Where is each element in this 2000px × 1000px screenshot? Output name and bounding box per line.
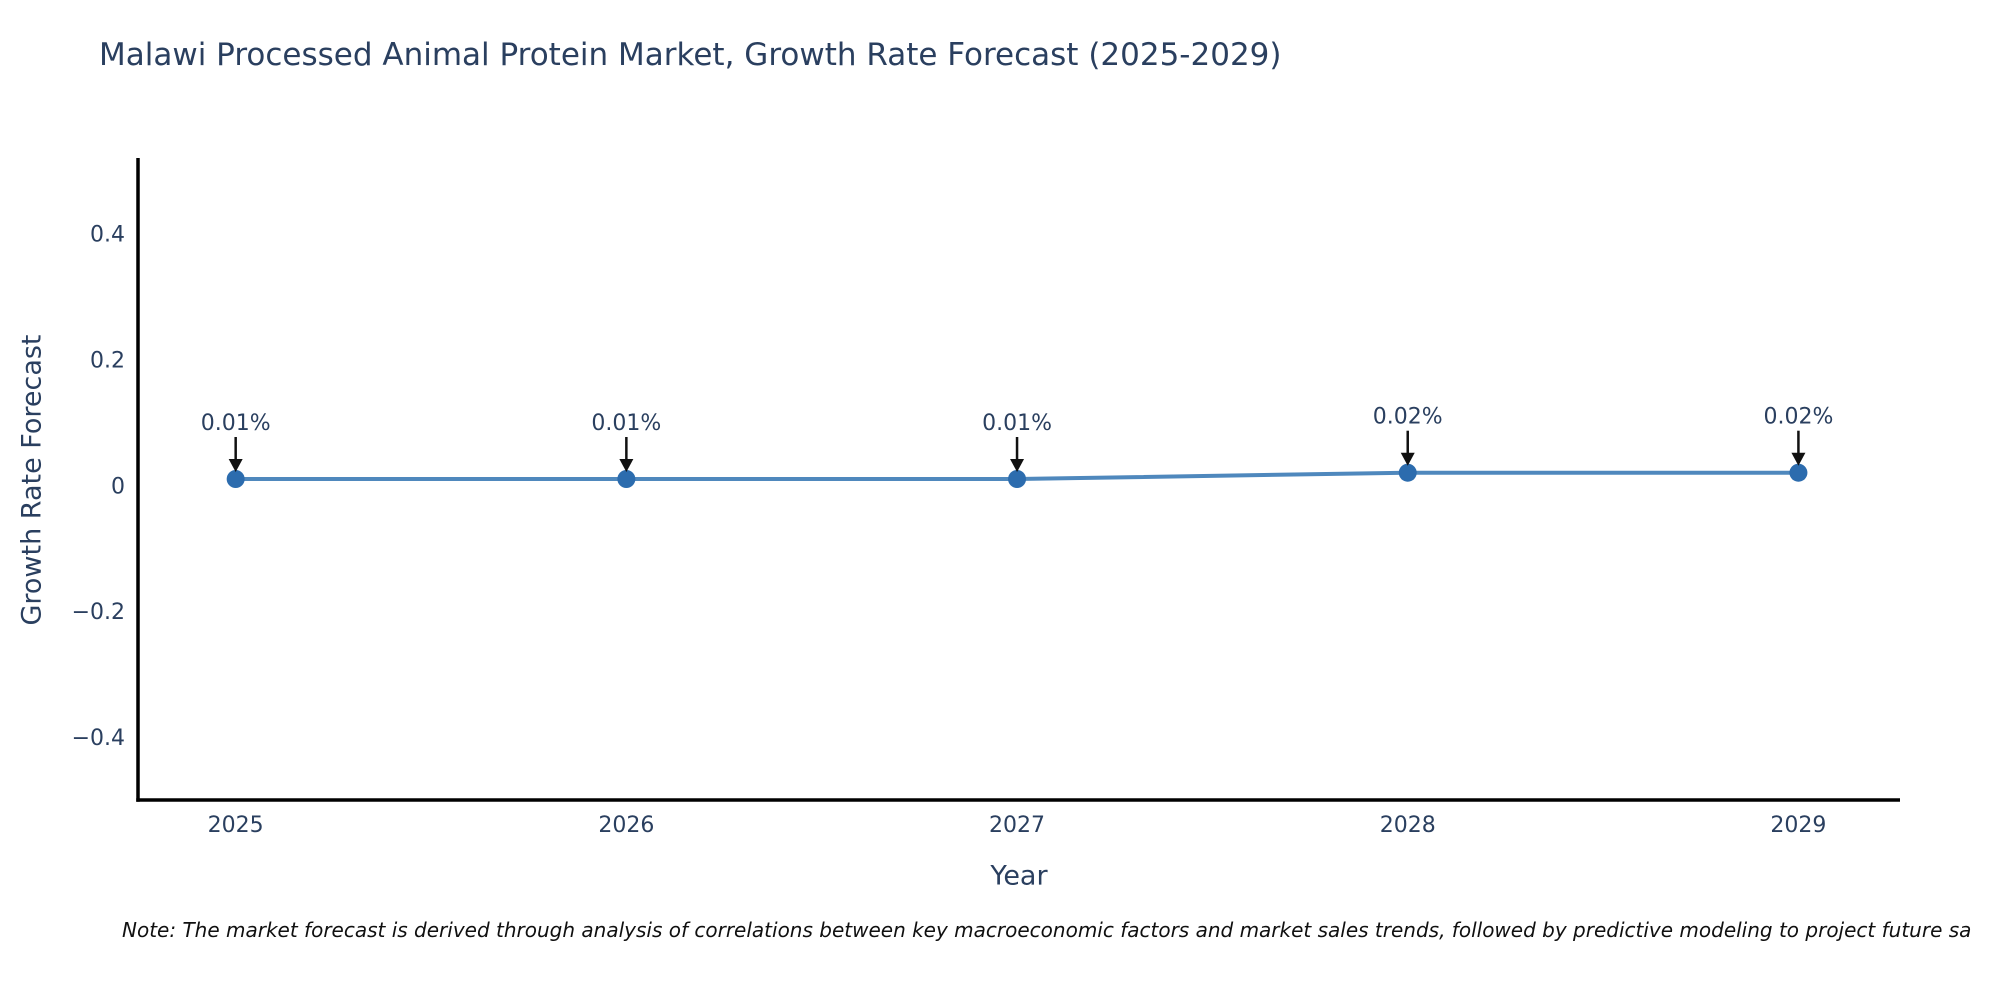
x-tick-label: 2027: [989, 813, 1045, 838]
x-tick-label: 2029: [1770, 813, 1826, 838]
data-point-marker: [1789, 463, 1808, 482]
annotation-arrow-head: [1400, 452, 1415, 466]
x-tick-label: 2028: [1380, 813, 1436, 838]
y-tick-label: −0.2: [72, 600, 125, 625]
y-tick-label: −0.4: [72, 726, 125, 751]
annotation-label: 0.01%: [201, 411, 271, 436]
data-point-marker: [1008, 470, 1027, 488]
annotation-arrow-head: [1791, 452, 1806, 466]
annotation-arrow-head: [1010, 459, 1025, 472]
annotation-label: 0.01%: [591, 411, 661, 436]
y-axis-title: Growth Rate Forecast: [16, 334, 48, 626]
data-point-marker: [1398, 463, 1417, 482]
y-tick-label: 0.2: [90, 348, 125, 373]
annotation-arrow-head: [228, 459, 243, 472]
y-tick-label: 0: [111, 474, 125, 499]
annotation-arrow-head: [619, 459, 634, 472]
y-tick-label: 0.4: [90, 223, 125, 248]
chart-title: Malawi Processed Animal Protein Market, …: [99, 37, 1282, 73]
x-tick-label: 2025: [208, 813, 264, 838]
x-axis-title: Year: [990, 860, 1048, 892]
footnote: Note: The market forecast is derived thr…: [122, 918, 1972, 942]
data-point-marker: [617, 470, 636, 488]
annotation-label: 0.02%: [1373, 405, 1443, 430]
data-point-marker: [226, 470, 245, 488]
annotation-label: 0.01%: [982, 411, 1052, 436]
annotation-label: 0.02%: [1763, 405, 1833, 430]
x-tick-label: 2026: [598, 813, 654, 838]
